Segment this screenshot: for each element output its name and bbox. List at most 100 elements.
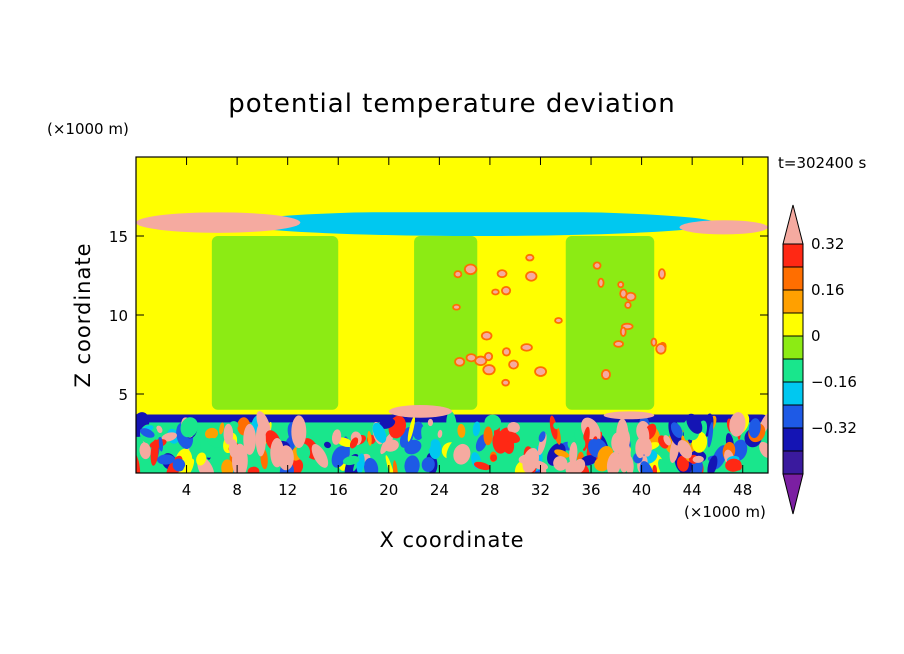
warm-vertical-band	[477, 299, 566, 410]
turbulence-cell	[421, 426, 431, 450]
turbulence-cell	[507, 422, 520, 433]
warm-plume-core	[296, 426, 301, 437]
warm-plume-core	[622, 452, 627, 463]
convective-cell	[502, 287, 510, 294]
x-tick-label: 4	[182, 481, 192, 499]
warm-patch	[603, 411, 655, 420]
convective-cell	[485, 353, 492, 360]
warm-plume-core	[258, 434, 263, 445]
convective-cell	[659, 269, 665, 278]
turbulence-cell	[421, 457, 435, 472]
turbulence-cell	[392, 460, 398, 473]
warm-patch	[388, 405, 452, 418]
turbulence-cell	[256, 411, 271, 438]
colorbar-bottom-arrow	[782, 473, 804, 515]
colorbar-segment	[782, 404, 804, 429]
x-tick-label: 40	[632, 481, 651, 499]
turbulence-cell	[367, 431, 372, 446]
turbulence-cell	[676, 455, 689, 472]
turbulence-cell	[158, 436, 163, 452]
turbulence-cell	[658, 458, 667, 473]
colorbar-segment	[782, 427, 804, 452]
colorbar-label: 0	[811, 327, 821, 345]
time-annotation: t=302400 s	[778, 154, 866, 172]
turbulence-cell	[677, 440, 693, 459]
x-tick-label: 36	[581, 481, 600, 499]
turbulence-cell	[606, 451, 622, 473]
colorbar-segment	[782, 335, 804, 360]
y-unit-label: (×1000 m)	[47, 120, 129, 138]
turbulence-cell	[404, 439, 422, 455]
turbulence-cell	[453, 443, 471, 465]
x-tick-label: 16	[329, 481, 348, 499]
turbulence-cell	[150, 439, 159, 466]
colorbar-segment	[782, 312, 804, 337]
convective-cell	[614, 341, 623, 346]
convective-cell	[594, 263, 600, 268]
turbulence-cell	[219, 422, 225, 435]
convective-cell	[465, 265, 476, 274]
turbulence-cell	[692, 455, 704, 463]
stratosphere-warm-band	[136, 157, 768, 213]
convective-cell	[657, 344, 665, 353]
convective-cell	[454, 305, 459, 309]
turbulence-cell	[531, 460, 548, 470]
turbulence-cell	[549, 415, 558, 440]
convective-cell	[621, 290, 626, 297]
warm-plume-core	[247, 434, 252, 445]
x-unit-label: (×1000 m)	[684, 503, 766, 521]
turbulence-cell	[247, 466, 260, 473]
turbulence-cell	[349, 437, 359, 449]
convective-cell	[626, 303, 630, 308]
turbulence-cell	[574, 429, 584, 444]
turbulence-cell	[383, 439, 399, 452]
turbulence-cell	[172, 458, 186, 472]
convective-cell	[476, 357, 486, 365]
turbulence-cell	[196, 452, 207, 466]
warm-plume-core	[620, 429, 625, 440]
colorbar-segment	[782, 450, 804, 475]
convective-cell	[522, 345, 532, 350]
turbulence-cell	[663, 435, 672, 446]
turbulence-cell	[490, 454, 498, 462]
turbulence-cell	[707, 455, 718, 473]
convective-cell	[493, 290, 498, 294]
colorbar-segment	[782, 243, 804, 268]
turbulence-cell	[207, 438, 222, 448]
turbulence-cell	[156, 425, 163, 433]
warm-plume-core	[283, 452, 288, 463]
turbulence-cell	[529, 424, 542, 435]
x-tick-label: 12	[278, 481, 297, 499]
turbulence-cell	[707, 422, 714, 448]
turbulence-cell	[331, 446, 347, 468]
turbulence-cell	[472, 421, 481, 437]
turbulence-cell	[670, 422, 683, 438]
turbulence-cell	[372, 422, 387, 443]
plot-area	[135, 156, 769, 474]
turbulence-cell	[554, 449, 570, 458]
chart-title: potential temperature deviation	[228, 89, 675, 119]
turbulence-cell	[311, 443, 329, 468]
colorbar-label: −0.16	[811, 373, 857, 391]
turbulence-cell	[427, 418, 434, 427]
turbulence-cell	[652, 464, 658, 473]
warm-plume-core	[642, 431, 647, 442]
convective-cell	[621, 328, 625, 336]
turbulence-cell	[729, 412, 746, 437]
colorbar-segment	[782, 266, 804, 291]
turbulence-cell	[518, 454, 535, 464]
warm-plume-core	[226, 429, 231, 440]
turbulence-cell	[157, 454, 175, 465]
turbulence-cell	[180, 417, 199, 438]
turbulence-cell	[446, 411, 457, 439]
convective-cell	[503, 349, 510, 355]
y-axis-title: Z coordinate	[71, 242, 95, 387]
convective-cell	[467, 355, 476, 361]
convective-cell	[455, 358, 464, 365]
convective-cell	[510, 361, 518, 368]
neutral-core	[414, 236, 478, 410]
convective-cell	[526, 272, 536, 280]
tropopause-warm-lens	[679, 220, 768, 235]
colorbar-label: 0.32	[811, 235, 844, 253]
convective-cell	[599, 279, 603, 287]
